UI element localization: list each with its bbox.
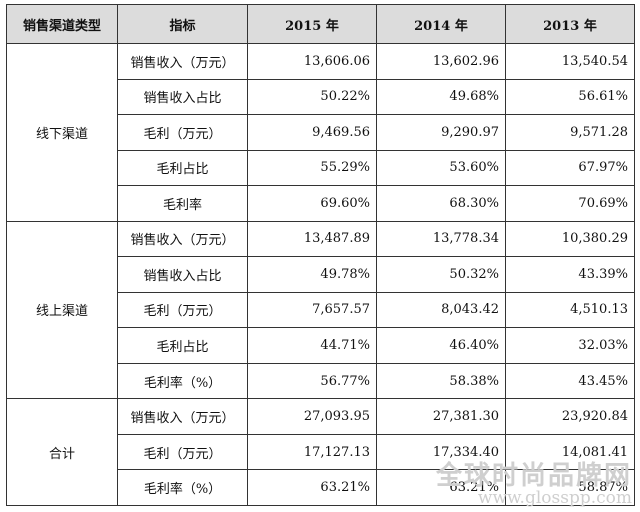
value-cell: 27,381.30 <box>376 398 506 435</box>
value-cell: 58.87% <box>505 469 635 506</box>
header-channel-type: 销售渠道类型 <box>6 4 118 44</box>
header-year-2013: 2013 年 <box>505 4 635 44</box>
value-cell: 13,602.96 <box>376 43 506 80</box>
value-cell: 43.39% <box>505 256 635 293</box>
value-cell: 13,540.54 <box>505 43 635 80</box>
group-label-online: 线上渠道 <box>6 220 118 400</box>
value-cell: 8,043.42 <box>376 291 506 329</box>
value-cell: 27,093.95 <box>247 398 377 435</box>
value-cell: 56.61% <box>505 78 635 116</box>
value-cell: 17,334.40 <box>376 433 506 471</box>
value-cell: 46.40% <box>376 327 506 364</box>
value-cell: 69.60% <box>247 185 377 222</box>
metric-label: 毛利率（%） <box>117 362 248 400</box>
metric-label: 毛利率 <box>117 185 248 222</box>
metric-label: 销售收入占比 <box>117 256 248 293</box>
table-row: 毛利率（%） 63.21% 63.21% 58.87% <box>7 469 635 506</box>
value-cell: 9,290.97 <box>376 114 506 151</box>
value-cell: 53.60% <box>376 149 506 187</box>
value-cell: 44.71% <box>247 327 377 364</box>
metric-label: 销售收入（万元） <box>117 398 248 435</box>
value-cell: 70.69% <box>505 185 635 222</box>
table-row: 销售收入占比 50.22% 49.68% 56.61% <box>7 78 635 116</box>
value-cell: 63.21% <box>247 469 377 506</box>
value-cell: 17,127.13 <box>247 433 377 471</box>
value-cell: 32.03% <box>505 327 635 364</box>
value-cell: 23,920.84 <box>505 398 635 435</box>
value-cell: 4,510.13 <box>505 291 635 329</box>
metric-label: 毛利占比 <box>117 327 248 364</box>
value-cell: 10,380.29 <box>505 220 635 258</box>
value-cell: 13,778.34 <box>376 220 506 258</box>
value-cell: 63.21% <box>376 469 506 506</box>
table-row: 毛利（万元） 7,657.57 8,043.42 4,510.13 <box>7 291 635 329</box>
header-year-2015: 2015 年 <box>247 4 377 44</box>
financial-table: 销售渠道类型 指标 2015 年 2014 年 2013 年 线下渠道 销售收入… <box>6 4 635 506</box>
value-cell: 9,469.56 <box>247 114 377 151</box>
value-cell: 50.32% <box>376 256 506 293</box>
value-cell: 68.30% <box>376 185 506 222</box>
header-year-2014: 2014 年 <box>376 4 506 44</box>
table-row: 线下渠道 销售收入（万元） 13,606.06 13,602.96 13,540… <box>6 43 635 222</box>
metric-label: 毛利（万元） <box>117 114 248 151</box>
table-row: 毛利占比 44.71% 46.40% 32.03% <box>7 327 635 364</box>
table-row: 线上渠道 销售收入（万元） 13,487.89 13,778.34 10,380… <box>6 220 635 400</box>
value-cell: 13,606.06 <box>247 43 377 80</box>
value-cell: 67.97% <box>505 149 635 187</box>
value-cell: 55.29% <box>247 149 377 187</box>
metric-label: 毛利（万元） <box>117 291 248 329</box>
header-metric: 指标 <box>117 4 248 44</box>
metric-label: 毛利（万元） <box>117 433 248 471</box>
metric-label: 销售收入（万元） <box>117 220 248 258</box>
table-row: 销售收入占比 49.78% 50.32% 43.39% <box>7 256 635 293</box>
value-cell: 7,657.57 <box>247 291 377 329</box>
table-row: 合计 销售收入（万元） 27,093.95 27,381.30 23,920.8… <box>6 398 635 506</box>
value-cell: 49.68% <box>376 78 506 116</box>
table-row: 毛利率 69.60% 68.30% 70.69% <box>7 185 635 222</box>
metric-label: 销售收入占比 <box>117 78 248 116</box>
value-cell: 9,571.28 <box>505 114 635 151</box>
header-row: 销售渠道类型 指标 2015 年 2014 年 2013 年 <box>6 4 635 44</box>
table-row: 毛利占比 55.29% 53.60% 67.97% <box>7 149 635 187</box>
metric-label: 销售收入（万元） <box>117 43 248 80</box>
value-cell: 56.77% <box>247 362 377 400</box>
metric-label: 毛利占比 <box>117 149 248 187</box>
table-row: 毛利率（%） 56.77% 58.38% 43.45% <box>7 362 635 400</box>
table-row: 毛利（万元） 9,469.56 9,290.97 9,571.28 <box>7 114 635 151</box>
value-cell: 14,081.41 <box>505 433 635 471</box>
value-cell: 43.45% <box>505 362 635 400</box>
value-cell: 50.22% <box>247 78 377 116</box>
group-label-total: 合计 <box>6 398 118 506</box>
value-cell: 58.38% <box>376 362 506 400</box>
value-cell: 13,487.89 <box>247 220 377 258</box>
value-cell: 49.78% <box>247 256 377 293</box>
group-label-offline: 线下渠道 <box>6 43 118 222</box>
metric-label: 毛利率（%） <box>117 469 248 506</box>
